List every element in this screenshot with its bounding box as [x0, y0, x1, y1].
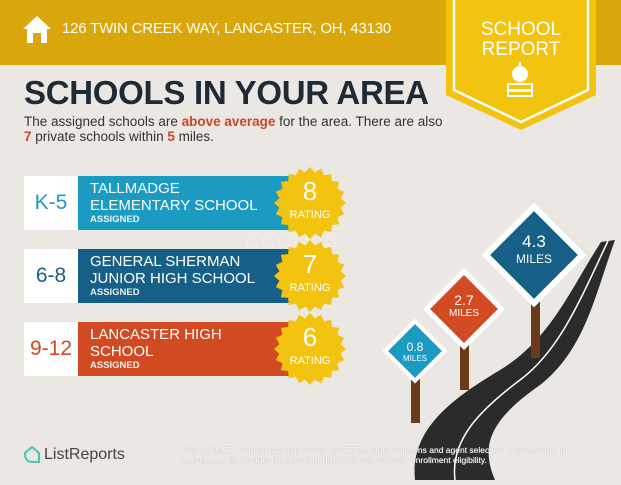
school-name-line1: LANCASTER HIGH	[90, 326, 222, 343]
road-illustration	[382, 202, 615, 481]
school-name-line2: JUNIOR HIGH SCHOOL	[90, 270, 256, 287]
page-title: SCHOOLS IN YOUR AREA	[24, 74, 429, 111]
rating-label: RATING	[289, 282, 331, 294]
distance-sign-4-3: 4.3 MILES	[515, 232, 552, 266]
school-row[interactable]: 9-12 LANCASTER HIGH SCHOOL ASSIGNED 6 RA…	[24, 313, 346, 385]
listreports-logo: ListReports	[24, 446, 125, 464]
rating-seal-icon	[274, 167, 346, 239]
grade-range: 9-12	[24, 322, 78, 376]
rating-value: 8	[302, 176, 318, 206]
intro-text: The assigned schools are above average f…	[24, 114, 443, 144]
school-name-line2: ELEMENTARY SCHOOL	[90, 197, 258, 214]
distance-sign-0-8: 0.8 MILES	[402, 340, 427, 363]
rating-value: 7	[302, 249, 318, 279]
house-icon	[23, 16, 51, 43]
school-name-line1: TALLMADGE	[90, 180, 180, 197]
school-info: LANCASTER HIGH SCHOOL ASSIGNED	[78, 322, 314, 376]
badge-line2: REPORT	[481, 39, 561, 60]
distance-sign-2-7: 2.7 MILES	[448, 292, 479, 319]
road-scene: 4.3 MILES 2.7 MILES 0.8 MILES	[370, 200, 621, 485]
brand-name: ListReports	[44, 446, 125, 463]
disclaimer: DISCLAIMER: School data is provided by A…	[182, 445, 569, 465]
assignment-status: ASSIGNED	[90, 287, 140, 298]
badge-line1: SCHOOL	[480, 19, 562, 40]
school-row[interactable]: 6-8 GENERAL SHERMAN JUNIOR HIGH SCHOOL A…	[24, 240, 346, 312]
grade-range: K-5	[24, 176, 78, 230]
rating-seal-icon	[274, 240, 346, 312]
property-address: 126 TWIN CREEK WAY, LANCASTER, OH, 43130	[62, 20, 392, 37]
assignment-status: ASSIGNED	[90, 214, 140, 225]
apple-on-books-icon	[507, 62, 533, 97]
grade-range: 6-8	[24, 249, 78, 303]
rating-value: 6	[302, 322, 318, 352]
rating-label: RATING	[289, 209, 331, 221]
school-name-line2: SCHOOL	[90, 343, 154, 360]
school-row[interactable]: K-5 TALLMADGE ELEMENTARY SCHOOL ASSIGNED…	[24, 167, 346, 239]
school-name-line1: GENERAL SHERMAN	[90, 253, 241, 270]
rating-seal-icon	[274, 313, 346, 385]
assignment-status: ASSIGNED	[90, 360, 140, 371]
listreports-logo-icon	[24, 446, 40, 463]
rating-label: RATING	[289, 355, 331, 367]
